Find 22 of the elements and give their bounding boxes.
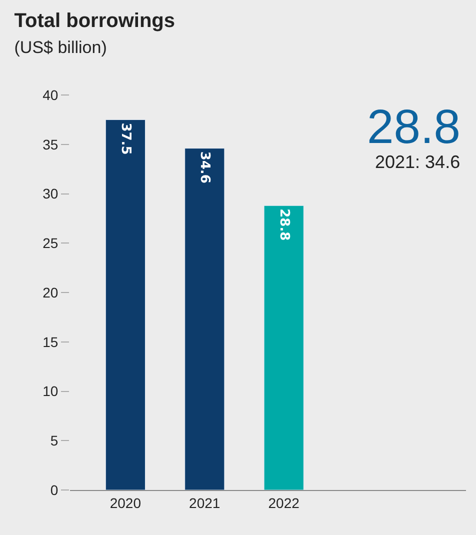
y-tick-label: 0	[50, 482, 58, 498]
data-label: 34.6	[197, 151, 212, 184]
y-tick-label: 35	[42, 136, 58, 152]
y-tick-label: 30	[42, 186, 58, 202]
x-tick-label: 2020	[110, 494, 142, 511]
y-tick-label: 15	[42, 334, 58, 350]
bar	[264, 205, 304, 490]
x-tick-label: 2021	[189, 494, 220, 511]
data-label: 28.8	[276, 208, 292, 241]
bar	[184, 148, 225, 490]
data-label: 37.5	[118, 122, 133, 155]
text: 2021: 34.6	[375, 152, 460, 172]
y-tick-label: 10	[42, 383, 58, 400]
x-tick-label: 2022	[268, 494, 300, 511]
chart-subtitle: (US$ billion)	[14, 38, 107, 57]
y-tick-label: 5	[50, 432, 58, 449]
text: 28.8	[367, 101, 460, 154]
bar	[105, 119, 146, 490]
y-tick-label: 40	[42, 86, 58, 103]
y-tick-label: 20	[42, 284, 58, 300]
y-tick-label: 25	[42, 235, 58, 252]
chart-title: Total borrowings	[14, 10, 176, 32]
